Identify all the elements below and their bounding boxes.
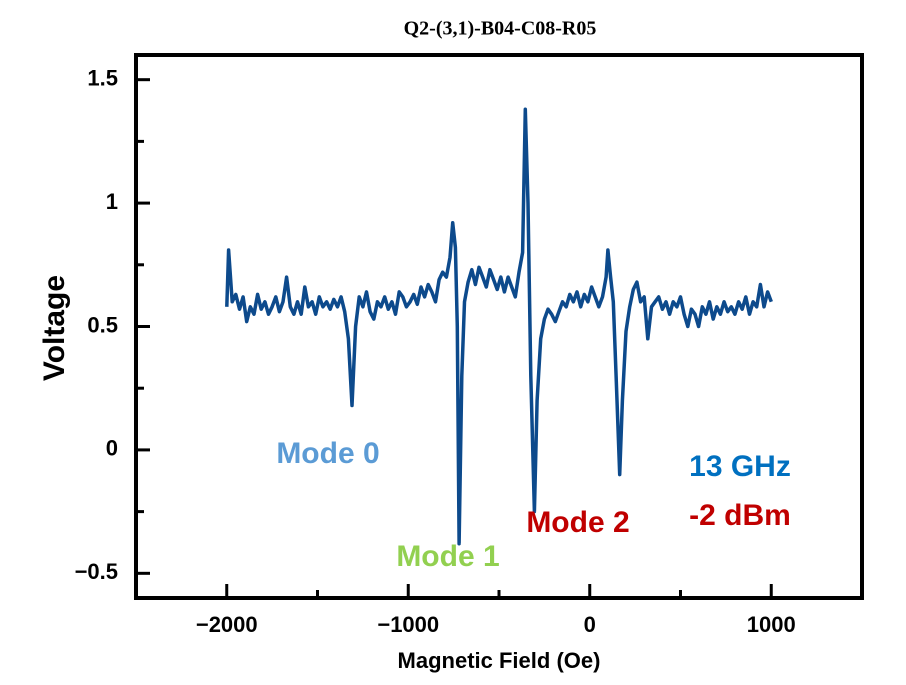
y-tick-label: −0.5 xyxy=(75,559,118,584)
x-tick-label: 1000 xyxy=(747,612,796,637)
x-axis-label: Magnetic Field (Oe) xyxy=(398,648,601,673)
annotation: 13 GHz xyxy=(689,450,791,483)
y-axis-label: Voltage xyxy=(38,275,71,381)
y-tick-label: 0 xyxy=(106,436,118,461)
annotation: -2 dBm xyxy=(689,499,791,532)
plot-frame xyxy=(134,53,864,600)
annotation: Mode 0 xyxy=(276,437,379,470)
chart-title: Q2-(3,1)-B04-C08-R05 xyxy=(404,18,597,40)
annotation: Mode 2 xyxy=(526,506,629,539)
annotation: Mode 1 xyxy=(396,540,499,573)
x-tick-label: −2000 xyxy=(196,612,258,637)
y-tick-label: 1.5 xyxy=(87,65,118,90)
y-tick-label: 0.5 xyxy=(87,312,118,337)
x-tick-label: 0 xyxy=(584,612,596,637)
x-tick-label: −1000 xyxy=(377,612,439,637)
y-tick-label: 1 xyxy=(106,189,118,214)
data-line xyxy=(225,107,773,546)
